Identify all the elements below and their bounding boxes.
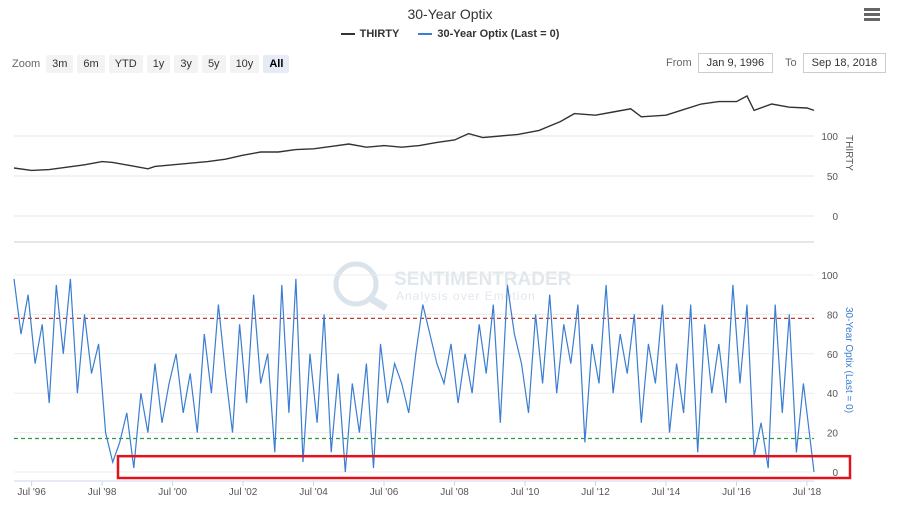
watermark-logo-handle (368, 295, 388, 311)
optix-axis-title: 30-Year Optix (Last = 0) (843, 307, 854, 413)
zoom-label: Zoom (12, 58, 41, 70)
range-to-input[interactable]: Sep 18, 2018 (802, 53, 887, 73)
zoom-button-all[interactable]: All (263, 55, 290, 73)
x-tick-label: Jul '10 (511, 487, 540, 498)
optix-tick-label: 80 (827, 310, 839, 321)
optix-tick-label: 60 (827, 350, 839, 361)
chart-legend: THIRTY 30-Year Optix (Last = 0) (0, 28, 900, 40)
legend-item-thirty[interactable]: THIRTY (340, 28, 400, 40)
watermark-name: SENTIMENTRADER (394, 269, 572, 290)
zoom-button-3m[interactable]: 3m (46, 55, 74, 73)
legend-label-thirty: THIRTY (359, 28, 400, 40)
x-tick-label: Jul '14 (652, 487, 681, 498)
x-tick-label: Jul '18 (793, 487, 822, 498)
legend-swatch-thirty (340, 33, 355, 36)
chart-title: 30-Year Optix (407, 6, 493, 22)
optix-series-line (13, 278, 815, 473)
highlight-box (116, 454, 852, 480)
x-tick-label: Jul '08 (440, 487, 469, 498)
price-tick-label: 50 (827, 172, 839, 183)
range-from: From Jan 9, 1996 (666, 53, 774, 73)
x-tick-label: Jul '06 (370, 487, 399, 498)
zoom-button-ytd[interactable]: YTD (108, 55, 143, 73)
price-tick-label: 100 (821, 132, 838, 143)
price-series-line (13, 95, 815, 172)
optix-tick-label: 0 (832, 468, 838, 479)
x-tick-label: Jul '16 (722, 487, 751, 498)
optix-tick-label: 100 (821, 271, 838, 282)
zoom-button-6m[interactable]: 6m (77, 55, 105, 73)
zoom-button-10y[interactable]: 10y (229, 55, 260, 73)
legend-item-optix[interactable]: 30-Year Optix (Last = 0) (418, 28, 559, 40)
range-from-input[interactable]: Jan 9, 1996 (697, 53, 774, 73)
zoom-button-3y[interactable]: 3y (174, 55, 198, 73)
zoom-button-1y[interactable]: 1y (146, 55, 171, 73)
optix-tick-label: 20 (827, 429, 839, 440)
x-tick-label: Jul '96 (17, 487, 46, 498)
optix-tick-label: 40 (827, 389, 839, 400)
range-to-label: To (785, 57, 797, 69)
x-tick-label: Jul '04 (299, 487, 328, 498)
legend-swatch-optix (418, 33, 433, 36)
range-to: To Sep 18, 2018 (785, 53, 887, 73)
watermark-tagline: Analysis over Emotion (396, 289, 536, 303)
price-chart: 0 50 100 (13, 95, 839, 223)
legend-label-optix: 30-Year Optix (Last = 0) (437, 28, 560, 40)
watermark-logo-icon (333, 261, 379, 307)
price-tick-label: 0 (832, 212, 838, 223)
optix-chart: 0 20 40 60 80 100 Jul '96 Jul '98 Jul '00 Jul '02… (13, 241, 852, 498)
x-tick-label: Jul '02 (229, 487, 258, 498)
watermark: SENTIMENTRADER Analysis over Emotion (333, 261, 572, 311)
hamburger-menu-icon[interactable] (864, 8, 880, 22)
zoom-bar: Zoom 3m 6m YTD 1y 3y 5y 10y All (12, 55, 291, 73)
price-axis-title: THIRTY (843, 135, 854, 171)
range-from-label: From (666, 57, 692, 69)
x-tick-label: Jul '00 (158, 487, 187, 498)
x-tick-label: Jul '98 (88, 487, 117, 498)
zoom-button-5y[interactable]: 5y (201, 55, 226, 73)
x-tick-label: Jul '12 (581, 487, 610, 498)
